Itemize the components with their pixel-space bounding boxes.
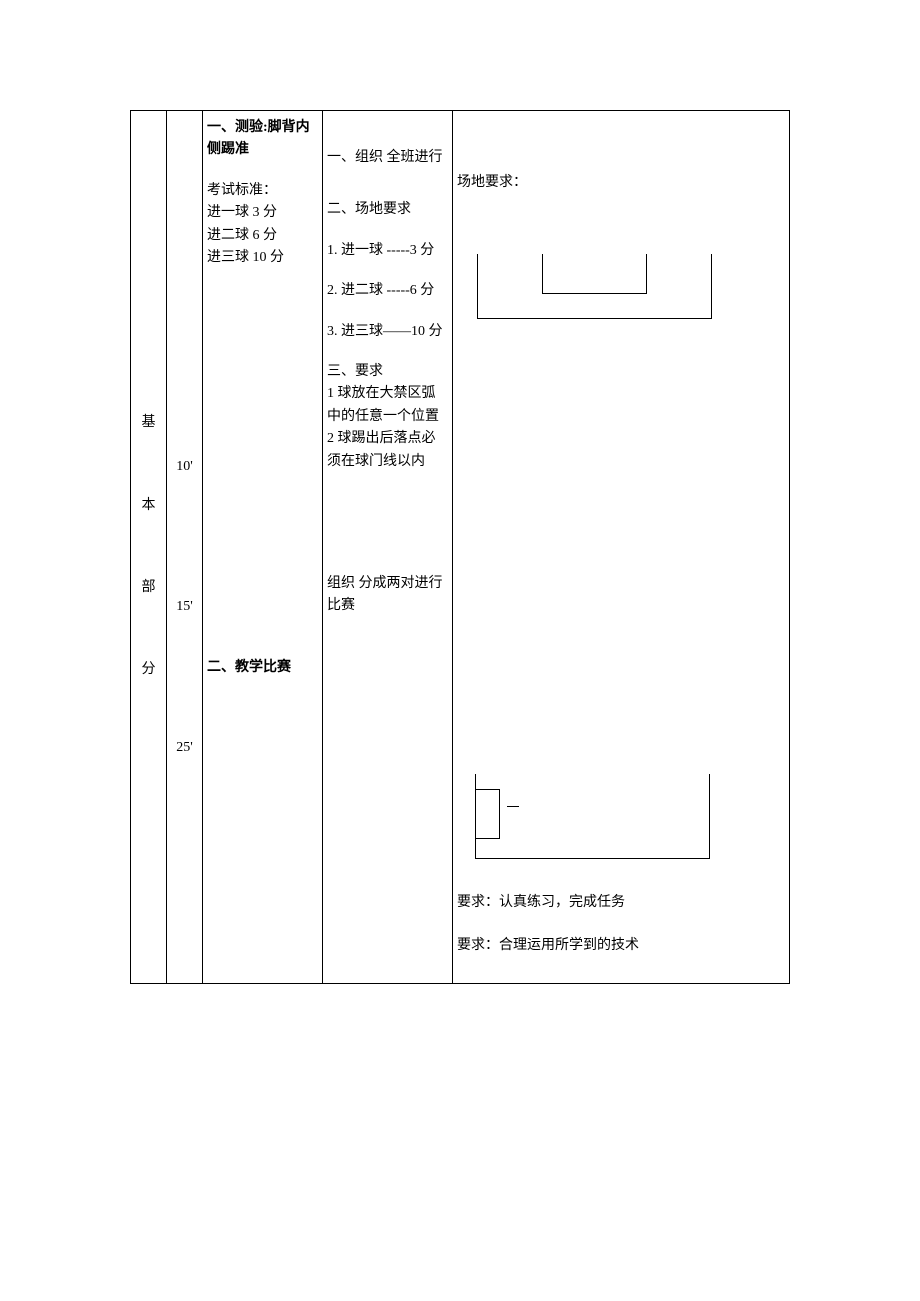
content-cell-2: 一、组织 全班进行 二、场地要求 1. 进一球 -----3 分 2. 进二球 … (323, 111, 453, 984)
table-row: 基 本 部 分 10' 15' 25' 一、测验:脚背内侧踢准 考试标准： 进一… (131, 111, 790, 984)
lesson-plan-table: 基 本 部 分 10' 15' 25' 一、测验:脚背内侧踢准 考试标准： 进一… (130, 110, 790, 984)
score-item: 1. 进一球 -----3 分 (327, 240, 448, 262)
org-text-2: 组织 分成两对进行比赛 (327, 573, 448, 618)
org-text: 一、组织 全班进行 (327, 147, 448, 169)
diagram-box-small (475, 789, 500, 839)
content-cell-1: 一、测验:脚背内侧踢准 考试标准： 进一球 3 分 进二球 6 分 进三球 10… (203, 111, 323, 984)
req-item: 2 球踢出后落点必须在球门线以内 (327, 428, 448, 473)
section-char: 分 (131, 629, 166, 711)
requirement-text: 要求：认真练习，完成任务 (457, 892, 785, 914)
section-char: 部 (131, 547, 166, 629)
time-cell: 10' 15' 25' (167, 111, 203, 984)
time-value: 15' (167, 596, 202, 618)
section-char: 基 (131, 382, 166, 464)
req-item: 1 球放在大禁区弧中的任意一个位置 (327, 383, 448, 428)
heading-2: 二、教学比赛 (207, 657, 318, 679)
standard-item: 进三球 10 分 (207, 247, 318, 269)
diagram-box-inner (542, 254, 647, 294)
heading-1: 一、测验:脚背内侧踢准 (207, 117, 318, 162)
standard-item: 进一球 3 分 (207, 202, 318, 224)
requirements-block: 要求：认真练习，完成任务 要求：合理运用所学到的技术 (457, 892, 785, 957)
standard-label: 考试标准： (207, 180, 318, 202)
field-req-label: 场地要求： (457, 172, 785, 194)
requirement-text: 要求：合理运用所学到的技术 (457, 935, 785, 957)
diagram-box-outer (475, 774, 710, 859)
diagram-cell: 场地要求： 要求：认真练习，完成任务 要求：合理运用所学到的技术 (453, 111, 790, 984)
section-char: 本 (131, 465, 166, 547)
diagram-dash (507, 806, 519, 807)
time-value: 25' (167, 737, 202, 759)
field-diagram-2 (457, 774, 785, 864)
score-item: 3. 进三球——10 分 (327, 321, 448, 343)
field-diagram-1 (457, 254, 785, 324)
req-label: 三、要求 (327, 361, 448, 383)
heading-prefix: 一、测验: (207, 120, 268, 135)
score-item: 2. 进二球 -----6 分 (327, 280, 448, 302)
section-label-cell: 基 本 部 分 (131, 111, 167, 984)
field-req-label: 二、场地要求 (327, 199, 448, 221)
time-value: 10' (167, 456, 202, 478)
standard-item: 进二球 6 分 (207, 225, 318, 247)
